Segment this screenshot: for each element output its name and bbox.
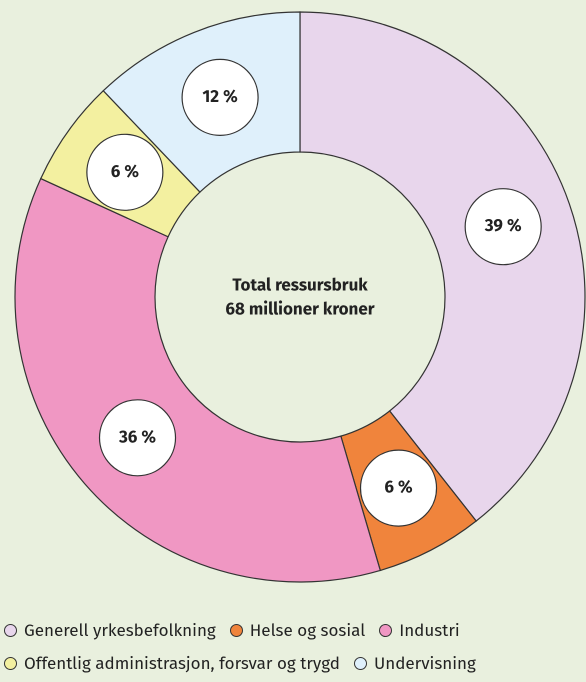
legend-label: Offentlig administrasjon, forsvar og try… [24,653,340,674]
donut-segment [14,177,382,583]
center-text: 68 millioner kroner [225,299,374,320]
legend-item: Offentlig administrasjon, forsvar og try… [4,653,340,674]
legend-marker [229,624,243,637]
chart: 39 % 6 % 36 % 6 % 12 % Total ressursbruk 68 mi… [14,11,586,583]
legend-label: Industri [399,620,460,641]
value-label: 39 % [484,215,522,236]
center-text: Total ressursbruk [232,275,368,296]
legend-item: Industri [379,620,460,641]
legend-label: Undervisning [373,653,476,674]
label-bubble [181,58,259,137]
label-bubble [98,399,177,477]
legend-marker [4,657,17,670]
donut-segment [299,11,586,522]
legend-marker [353,657,367,670]
label-bubble [86,133,164,211]
label-bubble [359,449,438,527]
label-bubble [464,188,542,266]
legend-marker [4,624,17,637]
value-label: 12 % [202,86,238,107]
legend-item: Generell yrkesbefolkning [4,620,216,641]
legend-marker [379,624,393,637]
legend-label: Helse og sosial [249,620,366,641]
value-label: 6 % [384,477,413,498]
legend-item: Undervisning [353,653,476,674]
legend-label: Generell yrkesbefolkning [24,620,216,641]
legend-item: Helse og sosial [229,620,366,641]
value-label: 6 % [111,161,140,182]
legend: Generell yrkesbefolkning Helse og sosial I… [4,620,574,674]
value-label: 36 % [118,426,156,447]
